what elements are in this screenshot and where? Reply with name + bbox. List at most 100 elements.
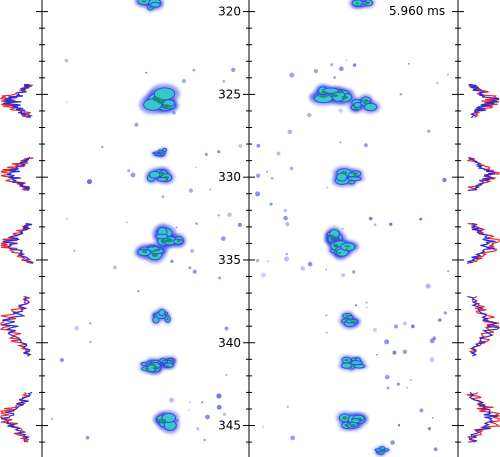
speckle bbox=[354, 304, 358, 307]
blob-core bbox=[151, 363, 156, 366]
speckle bbox=[443, 311, 447, 315]
y-tick-label: 330 bbox=[218, 170, 241, 184]
y-tick-label: 345 bbox=[218, 419, 241, 433]
speckle bbox=[227, 212, 232, 217]
side-trace-red bbox=[0, 156, 35, 191]
blob-core bbox=[357, 417, 363, 422]
blob-core bbox=[142, 249, 148, 254]
speckle bbox=[101, 145, 104, 149]
speckle bbox=[86, 178, 93, 185]
blob-core bbox=[160, 153, 163, 155]
speckle bbox=[262, 425, 264, 428]
speckle bbox=[300, 266, 306, 271]
speckle bbox=[276, 151, 281, 156]
blob-core bbox=[159, 151, 162, 153]
speckle bbox=[188, 188, 194, 193]
heat-blob bbox=[338, 311, 361, 329]
speckle bbox=[283, 215, 288, 221]
speckle bbox=[50, 417, 54, 421]
speckle bbox=[339, 141, 342, 144]
speckle bbox=[341, 227, 344, 230]
blob-core bbox=[148, 362, 152, 366]
speckle bbox=[411, 324, 415, 329]
speckle bbox=[376, 353, 378, 356]
blob-core bbox=[161, 151, 164, 154]
speckle bbox=[231, 67, 236, 73]
left-heatmap-panel bbox=[50, 0, 243, 442]
side-trace-blue bbox=[467, 156, 496, 191]
speckle bbox=[330, 63, 334, 67]
blob-core bbox=[164, 361, 167, 364]
speckle bbox=[399, 92, 403, 96]
speckle bbox=[326, 186, 329, 189]
blob-core bbox=[341, 95, 348, 100]
speckle bbox=[402, 349, 407, 354]
speckle bbox=[266, 170, 268, 173]
speckle bbox=[181, 78, 186, 84]
y-axis-ticks bbox=[36, 11, 464, 443]
speckle bbox=[64, 58, 69, 63]
speckle bbox=[256, 143, 261, 148]
heat-blob bbox=[373, 445, 391, 456]
speckle bbox=[188, 266, 192, 270]
speckle bbox=[307, 261, 313, 267]
speckle bbox=[442, 177, 447, 183]
side-trace-blue bbox=[466, 222, 496, 264]
side-trace-red bbox=[0, 223, 34, 264]
blob-core bbox=[319, 95, 328, 98]
speckle bbox=[134, 122, 139, 127]
speckle bbox=[267, 260, 270, 263]
blob-core bbox=[366, 1, 371, 5]
heat-blob bbox=[328, 237, 359, 260]
speckle bbox=[352, 270, 356, 274]
heat-blob bbox=[151, 307, 172, 325]
speckle bbox=[368, 216, 373, 221]
speckle bbox=[201, 401, 204, 404]
blob-core bbox=[363, 99, 369, 103]
speckle bbox=[285, 252, 288, 256]
speckle bbox=[145, 71, 148, 74]
speckle bbox=[365, 301, 368, 304]
speckle bbox=[284, 256, 290, 262]
speckle bbox=[237, 222, 242, 227]
blob-core bbox=[161, 419, 165, 424]
blob-core bbox=[377, 451, 380, 454]
speckle bbox=[187, 409, 190, 412]
y-tick-label: 325 bbox=[218, 87, 241, 101]
blob-core bbox=[156, 153, 160, 155]
speckle bbox=[170, 259, 174, 264]
speckle bbox=[222, 412, 226, 416]
speckle bbox=[85, 435, 90, 440]
blob-body bbox=[140, 361, 148, 366]
speckle bbox=[389, 222, 393, 226]
blob-core bbox=[321, 90, 328, 95]
speckle bbox=[352, 63, 357, 67]
speckle bbox=[130, 172, 136, 178]
speckle bbox=[384, 374, 390, 380]
blob-body bbox=[153, 87, 176, 101]
blob-core bbox=[381, 449, 384, 451]
side-trace-blue bbox=[6, 156, 31, 191]
speckle bbox=[161, 195, 165, 199]
speckle bbox=[88, 321, 92, 325]
blob-core bbox=[157, 98, 166, 104]
heat-blob bbox=[139, 358, 164, 375]
speckle bbox=[386, 386, 390, 390]
blob-core bbox=[344, 358, 349, 362]
speckle bbox=[447, 270, 450, 273]
speckle bbox=[405, 386, 408, 389]
blob-core bbox=[148, 6, 152, 9]
speckle bbox=[59, 358, 64, 363]
speckle bbox=[217, 150, 221, 154]
heat-blob bbox=[153, 410, 180, 434]
side-trace-blue bbox=[468, 391, 498, 443]
blob-core bbox=[152, 366, 158, 370]
speckle bbox=[216, 393, 222, 399]
blob-core bbox=[355, 2, 359, 5]
speckle bbox=[169, 397, 174, 403]
blob-core bbox=[160, 239, 166, 244]
blob-core bbox=[333, 243, 339, 248]
speckle bbox=[270, 176, 274, 180]
blob-core bbox=[166, 238, 173, 243]
